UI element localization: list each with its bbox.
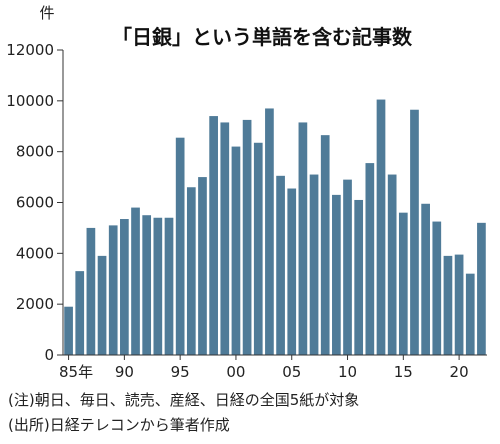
- bar-2019: [443, 255, 453, 356]
- bar-1990: [120, 219, 129, 355]
- bar-2015: [398, 212, 408, 355]
- bar-1991: [131, 207, 140, 355]
- bar-2004: [276, 175, 285, 355]
- bar-chart: 「日銀」という単語を含む記事数 件 0200040006000800010000…: [6, 4, 487, 381]
- y-tick-label: 2000: [16, 295, 54, 313]
- bar-1993: [153, 217, 163, 355]
- bar-1988: [97, 255, 107, 356]
- bar-2012: [365, 163, 375, 355]
- bar-2000: [231, 146, 241, 355]
- bar-2011: [354, 199, 364, 355]
- x-tick-label: 85年: [59, 363, 93, 381]
- bar-2009: [332, 194, 341, 356]
- y-tick-label: 10000: [6, 92, 54, 110]
- bar-2002: [253, 142, 263, 355]
- bar-2013: [376, 99, 386, 355]
- bar-1994: [164, 217, 174, 355]
- bar-2018: [432, 221, 442, 355]
- x-tick-label: 95: [171, 363, 190, 381]
- bars: [64, 99, 486, 356]
- bar-2003: [265, 108, 274, 356]
- bar-2001: [242, 119, 252, 356]
- y-axis-unit-label: 件: [39, 4, 54, 22]
- bar-2007: [309, 174, 319, 355]
- bar-2005: [287, 188, 297, 355]
- bar-1995: [175, 137, 185, 355]
- x-tick-label: 15: [394, 363, 413, 381]
- bar-2020: [454, 254, 464, 355]
- bar-1985: [64, 306, 73, 355]
- x-tick-label: 20: [450, 363, 469, 381]
- bar-2014: [387, 174, 397, 355]
- y-tick-label: 12000: [6, 41, 54, 59]
- y-tick-label: 6000: [16, 194, 54, 212]
- bar-1986: [75, 271, 85, 356]
- x-tick-label: 10: [338, 363, 357, 381]
- x-tick-label: 05: [282, 363, 301, 381]
- chart-title: 「日銀」という単語を含む記事数: [112, 25, 413, 49]
- y-axis: 0 2000 4000 6000 8000 10000 12000: [6, 41, 64, 364]
- footnote-source: (出所)日経テレコンから筆者作成: [8, 416, 230, 434]
- bar-1998: [209, 116, 218, 355]
- bar-2006: [298, 122, 308, 355]
- y-tick-label: 4000: [16, 244, 54, 262]
- footnote-target: (注)朝日、毎日、読売、産経、日経の全国5紙が対象: [8, 391, 360, 409]
- bar-1999: [220, 122, 230, 355]
- x-axis: 85年 90 95 00 05 10 15 20: [59, 354, 487, 381]
- x-tick-label: 90: [115, 363, 134, 381]
- x-tick-label: 00: [226, 363, 245, 381]
- bar-1996: [186, 187, 196, 355]
- bar-2008: [320, 135, 330, 355]
- bar-2010: [343, 179, 352, 356]
- bar-1992: [142, 215, 152, 355]
- bar-2021: [465, 273, 475, 355]
- y-tick-label: 8000: [16, 143, 54, 161]
- bar-1997: [198, 177, 207, 355]
- bar-2017: [421, 203, 430, 355]
- bar-2022: [477, 222, 486, 355]
- bar-1987: [86, 227, 96, 355]
- y-tick-label: 0: [44, 346, 54, 364]
- bar-2016: [410, 109, 419, 355]
- bar-1989: [108, 225, 118, 356]
